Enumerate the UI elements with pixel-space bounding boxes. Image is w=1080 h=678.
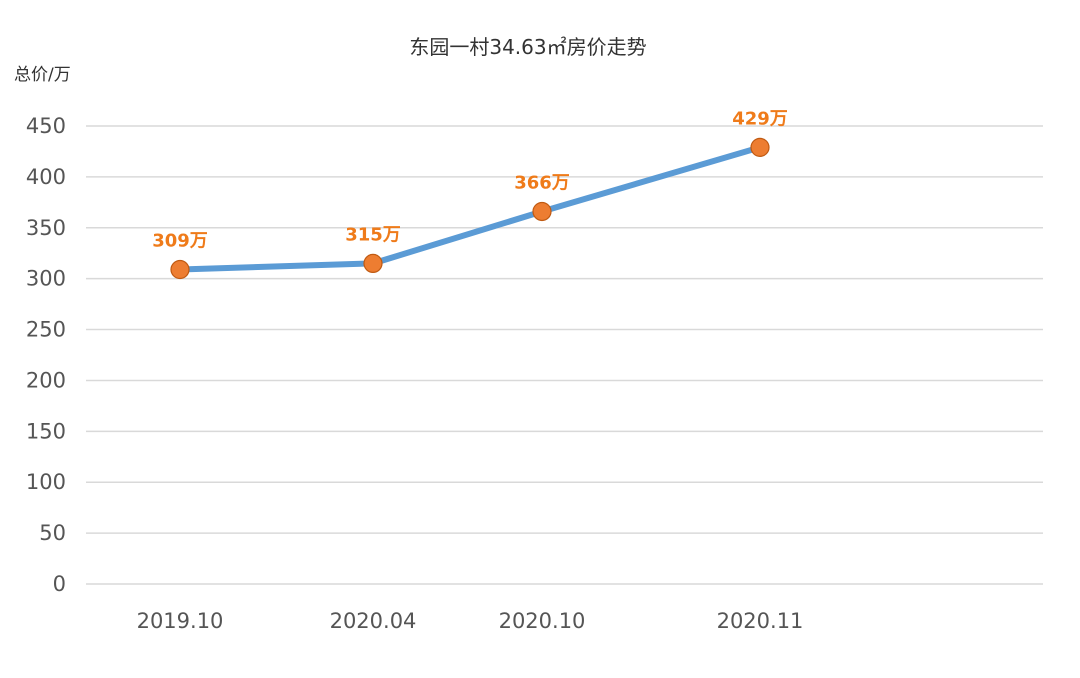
data-point: [363, 253, 383, 273]
y-tick-label: 400: [26, 165, 66, 189]
x-tick-label: 2020.10: [499, 609, 586, 633]
series-line: [177, 144, 763, 273]
y-tick-label: 150: [26, 419, 66, 443]
data-label: 429万: [732, 108, 788, 129]
y-axis-label: 总价/万: [14, 65, 71, 85]
y-axis-ticks: 0 50 100 150 200 250 300 350 400 450: [26, 114, 66, 596]
data-label: 309万: [152, 231, 208, 252]
data-point: [170, 259, 190, 280]
y-tick-label: 200: [26, 368, 66, 392]
data-label: 366万: [514, 172, 570, 193]
y-tick-label: 450: [26, 114, 66, 138]
data-point: [750, 137, 770, 157]
gridlines: [86, 125, 1043, 585]
series-layer: 309万 315万 366万 429万: [152, 108, 788, 280]
x-tick-label: 2019.10: [137, 609, 224, 633]
y-tick-label: 250: [26, 318, 66, 342]
y-tick-label: 0: [53, 572, 66, 596]
data-label: 315万: [345, 224, 401, 245]
x-tick-label: 2020.11: [717, 609, 804, 633]
y-tick-label: 100: [26, 470, 66, 494]
y-tick-label: 50: [39, 521, 66, 545]
x-axis-ticks: 2019.10 2020.04 2020.10 2020.11: [137, 609, 804, 633]
y-tick-label: 300: [26, 267, 66, 291]
chart-title: 东园一村34.63㎡房价走势: [409, 35, 646, 59]
data-point: [532, 201, 552, 222]
x-tick-label: 2020.04: [330, 609, 417, 633]
y-tick-label: 350: [26, 216, 66, 240]
